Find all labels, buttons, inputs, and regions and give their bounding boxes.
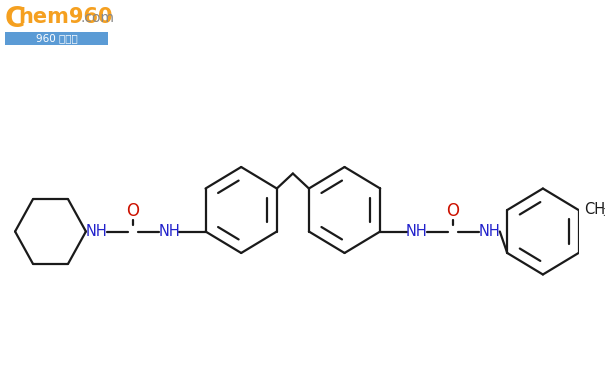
- Text: O: O: [446, 202, 459, 220]
- FancyBboxPatch shape: [5, 32, 108, 45]
- Text: NH: NH: [479, 224, 500, 239]
- Text: .com: .com: [80, 11, 114, 25]
- Text: O: O: [126, 202, 139, 220]
- Text: CH: CH: [584, 202, 605, 217]
- Text: hem960: hem960: [18, 7, 113, 27]
- Text: NH: NH: [406, 224, 427, 239]
- Text: C: C: [5, 5, 25, 33]
- Text: 3: 3: [603, 208, 605, 218]
- Text: NH: NH: [159, 224, 180, 239]
- Text: 960 化工网: 960 化工网: [36, 33, 77, 44]
- Text: NH: NH: [85, 224, 107, 239]
